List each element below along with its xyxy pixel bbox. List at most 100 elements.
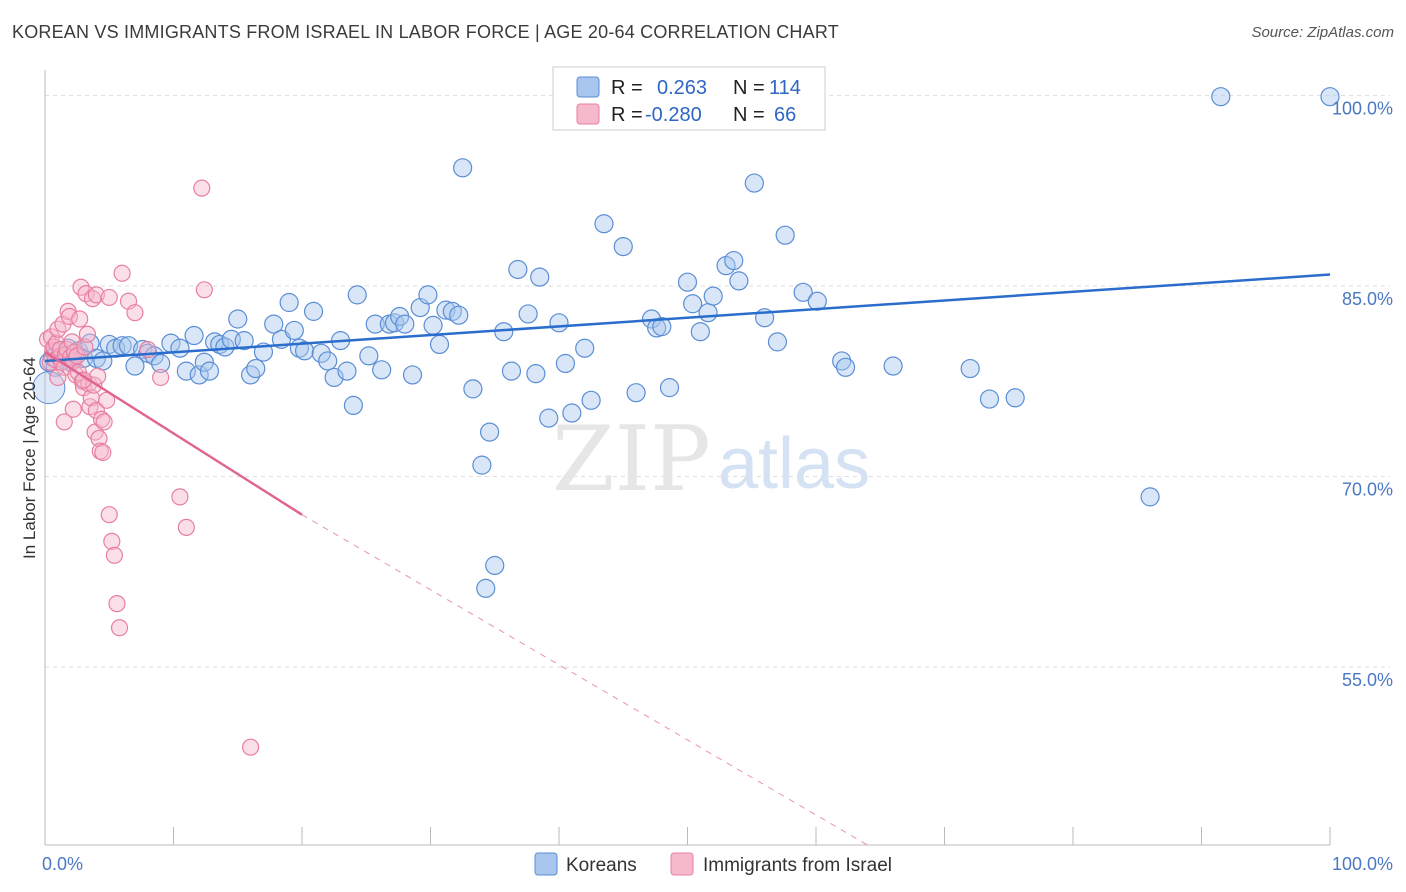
israel-point-54 <box>126 304 144 322</box>
korean-point-86 <box>594 214 614 234</box>
y-tick-labels: 55.0% 70.0% 85.0% 100.0% <box>1332 98 1393 690</box>
korean-point-113 <box>1140 487 1160 507</box>
korean-point-72 <box>485 555 505 576</box>
trend-line-israel-extension <box>301 514 868 846</box>
trend-line-koreans <box>44 273 1331 363</box>
series-israel-points <box>38 179 260 756</box>
israel-point-60 <box>195 281 213 299</box>
watermark-atlas: atlas <box>718 424 870 504</box>
israel-point-57 <box>171 488 189 506</box>
korean-point-44 <box>294 341 315 361</box>
korean-point-25 <box>176 361 196 381</box>
korean-point-60 <box>402 365 423 385</box>
korean-point-85 <box>581 390 601 410</box>
korean-point-59 <box>395 314 415 334</box>
bottom-legend-swatch-koreans <box>534 852 558 876</box>
korean-point-18 <box>125 356 145 376</box>
korean-point-46 <box>311 343 331 363</box>
korean-point-80 <box>539 408 559 428</box>
legend-r-label-2: R = <box>611 104 643 126</box>
korean-point-37 <box>246 358 266 379</box>
bottom-legend: Koreans Immigrants from Israel <box>534 852 892 876</box>
korean-point-99 <box>724 250 744 271</box>
korean-point-42 <box>284 320 304 341</box>
israel-point-7 <box>49 320 67 338</box>
legend-box: R = 0.263 N = 114 R = -0.280 N = 66 <box>552 66 826 131</box>
korean-point-50 <box>337 361 357 381</box>
korean-point-77 <box>518 304 538 324</box>
israel-point-49 <box>110 619 129 637</box>
korean-point-110 <box>960 358 980 379</box>
y-tick-label-3: 100.0% <box>1332 98 1393 118</box>
korean-point-55 <box>372 360 392 380</box>
korean-point-34 <box>228 309 248 329</box>
y-axis-label: In Labor Force | Age 20-64 <box>20 357 39 559</box>
korean-point-26 <box>184 325 204 346</box>
axes <box>44 70 1331 846</box>
x-tick-labels: 0.0% 100.0% <box>42 854 1393 874</box>
korean-point-57 <box>384 313 405 333</box>
bottom-legend-israel: Immigrants from Israel <box>703 855 892 876</box>
korean-point-96 <box>698 303 718 323</box>
korean-point-45 <box>303 301 324 321</box>
korean-point-84 <box>575 338 595 358</box>
israel-point-46 <box>103 532 121 550</box>
korean-point-114 <box>1211 87 1231 107</box>
y-tick-label-1: 70.0% <box>1342 480 1393 500</box>
korean-point-21 <box>144 346 164 366</box>
israel-point-51 <box>100 288 118 307</box>
y-tick-label-2: 85.0% <box>1342 289 1393 309</box>
israel-point-62 <box>64 400 82 418</box>
israel-point-45 <box>100 506 118 524</box>
bottom-legend-koreans: Koreans <box>566 855 637 876</box>
israel-point-50 <box>87 286 106 304</box>
korean-point-88 <box>626 383 646 403</box>
israel-point-24 <box>71 310 89 328</box>
legend-r-value-2: -0.280 <box>645 104 702 126</box>
korean-point-97 <box>703 286 723 306</box>
korean-point-27 <box>189 365 209 385</box>
korean-point-41 <box>279 292 299 313</box>
israel-point-42 <box>94 443 112 462</box>
korean-point-76 <box>508 259 528 280</box>
korean-point-87 <box>613 236 633 257</box>
korean-point-67 <box>449 305 469 325</box>
korean-point-64 <box>429 334 450 355</box>
korean-point-71 <box>480 422 500 442</box>
korean-point-32 <box>215 337 235 357</box>
korean-point-75 <box>501 361 522 381</box>
israel-point-65 <box>242 738 260 756</box>
trend-line-israel <box>44 350 303 516</box>
korean-point-81 <box>549 313 569 333</box>
korean-point-91 <box>652 317 672 337</box>
israel-point-30 <box>78 325 97 343</box>
korean-point-36 <box>241 365 261 385</box>
legend-n-value-1: 114 <box>769 77 801 99</box>
korean-point-51 <box>343 395 363 416</box>
bottom-legend-swatch-israel <box>670 852 694 876</box>
watermark: ZIP atlas <box>552 407 870 512</box>
korean-point-65 <box>436 300 456 320</box>
korean-point-94 <box>683 294 703 314</box>
israel-point-39 <box>90 429 108 448</box>
korean-point-53 <box>359 346 379 366</box>
korean-point-24 <box>170 338 190 358</box>
korean-point-cluster <box>32 371 66 405</box>
korean-point-108 <box>835 357 856 377</box>
israel-point-47 <box>105 546 123 564</box>
chart-title: KOREAN VS IMMIGRANTS FROM ISRAEL IN LABO… <box>12 22 839 42</box>
korean-point-95 <box>690 322 710 342</box>
israel-point-52 <box>113 264 131 282</box>
korean-point-78 <box>526 364 546 384</box>
legend-swatch-israel <box>576 103 600 125</box>
israel-point-16 <box>60 307 79 326</box>
y-tick-label-0: 55.0% <box>1342 670 1393 690</box>
korean-point-115 <box>1320 87 1340 107</box>
korean-point-62 <box>418 285 438 305</box>
korean-point-39 <box>264 314 284 334</box>
legend-n-label-2: N = <box>733 104 765 126</box>
korean-point-82 <box>555 353 576 374</box>
korean-point-69 <box>463 379 483 399</box>
legend-n-label-1: N = <box>733 77 765 99</box>
